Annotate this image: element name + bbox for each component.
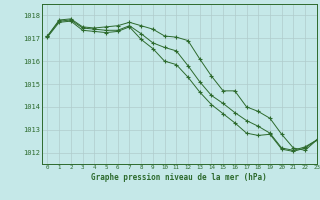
X-axis label: Graphe pression niveau de la mer (hPa): Graphe pression niveau de la mer (hPa) xyxy=(91,173,267,182)
